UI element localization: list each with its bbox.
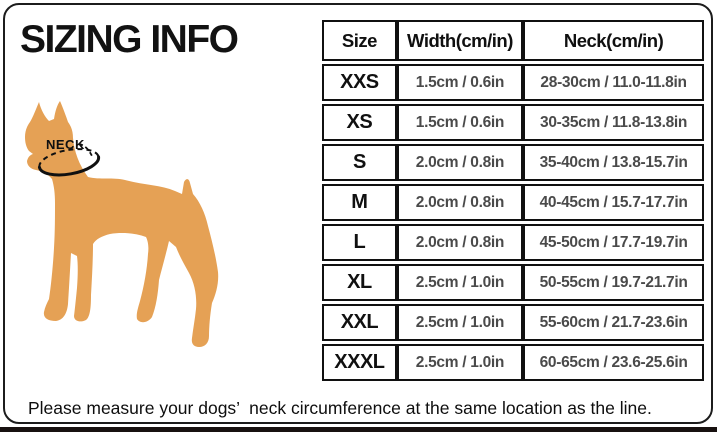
neck-collar-line [37,148,101,177]
bottom-edge-strip [0,427,717,432]
table-row: XS 1.5cm / 0.6in 30-35cm / 11.8-13.8in [322,104,704,141]
neck-value: 40-45cm / 15.7-17.7in [523,184,704,221]
neck-label: NECK [46,137,85,152]
width-value: 2.5cm / 1.0in [396,264,524,301]
width-value: 2.0cm / 0.8in [396,224,524,261]
header-size: Size [322,20,397,61]
size-value: S [322,144,397,181]
size-value: XS [322,104,397,141]
neck-value: 35-40cm / 13.8-15.7in [523,144,704,181]
width-value: 2.0cm / 0.8in [396,184,524,221]
size-value: M [322,184,397,221]
size-value: XXS [322,64,397,101]
collar-front-arc [37,155,101,177]
measure-instruction: Please measure your dogs’ neck circumfer… [28,398,652,418]
table-row: S 2.0cm / 0.8in 35-40cm / 13.8-15.7in [322,144,704,181]
size-value: XL [322,264,397,301]
neck-value: 45-50cm / 17.7-19.7in [523,224,704,261]
width-value: 2.0cm / 0.8in [396,144,524,181]
sizing-table: Size Width(cm/in) Neck(cm/in) XXS 1.5cm … [322,17,704,384]
size-value: XXL [322,304,397,341]
dog-illustration: NECK [0,80,320,390]
neck-value: 28-30cm / 11.0-11.8in [523,64,704,101]
neck-leader-line [78,143,93,157]
neck-value: 30-35cm / 11.8-13.8in [523,104,704,141]
table-row: XXL 2.5cm / 1.0in 55-60cm / 21.7-23.6in [322,304,704,341]
neck-value: 60-65cm / 23.6-25.6in [523,344,704,381]
header-neck: Neck(cm/in) [523,20,704,61]
neck-value: 50-55cm / 19.7-21.7in [523,264,704,301]
width-value: 1.5cm / 0.6in [396,104,524,141]
table-row: XXXL 2.5cm / 1.0in 60-65cm / 23.6-25.6in [322,344,704,381]
dog-silhouette-svg: NECK [25,101,219,347]
page-title: SIZING INFO [20,18,239,61]
width-value: 1.5cm / 0.6in [396,64,524,101]
table-row: XXS 1.5cm / 0.6in 28-30cm / 11.0-11.8in [322,64,704,101]
size-value: XXXL [322,344,397,381]
neck-value: 55-60cm / 21.7-23.6in [523,304,704,341]
width-value: 2.5cm / 1.0in [396,344,524,381]
table-header-row: Size Width(cm/in) Neck(cm/in) [322,20,704,61]
table-row: M 2.0cm / 0.8in 40-45cm / 15.7-17.7in [322,184,704,221]
size-value: L [322,224,397,261]
table-row: L 2.0cm / 0.8in 45-50cm / 17.7-19.7in [322,224,704,261]
header-width: Width(cm/in) [396,20,524,61]
table-row: XL 2.5cm / 1.0in 50-55cm / 19.7-21.7in [322,264,704,301]
dog-silhouette [25,101,219,347]
width-value: 2.5cm / 1.0in [396,304,524,341]
collar-back-dashed-arc [38,148,100,168]
